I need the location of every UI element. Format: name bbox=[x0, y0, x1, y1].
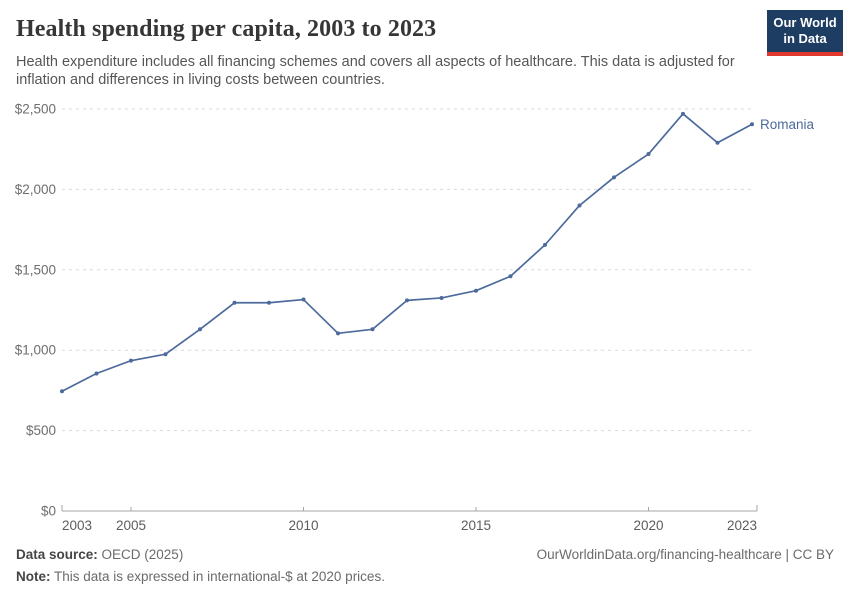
data-point[interactable] bbox=[681, 111, 685, 116]
note-label: Note: bbox=[16, 569, 51, 584]
data-point[interactable] bbox=[508, 274, 513, 279]
data-point[interactable] bbox=[370, 327, 375, 332]
x-axis-tick-label: 2020 bbox=[633, 518, 663, 533]
y-axis-tick-label: $2,500 bbox=[15, 102, 56, 117]
data-point[interactable] bbox=[405, 298, 409, 303]
data-point[interactable] bbox=[232, 300, 237, 305]
data-point[interactable] bbox=[750, 122, 754, 127]
citation-link: OurWorldinData.org/financing-healthcare … bbox=[536, 547, 834, 562]
y-axis-tick-label: $1,000 bbox=[15, 343, 56, 358]
chart-subtitle: Health expenditure includes all financin… bbox=[16, 54, 735, 89]
data-point[interactable] bbox=[301, 297, 306, 302]
data-point[interactable] bbox=[646, 152, 651, 157]
data-point[interactable] bbox=[267, 300, 271, 305]
data-point[interactable] bbox=[198, 327, 202, 332]
chart-note: Note: This data is expressed in internat… bbox=[16, 569, 385, 584]
data-point[interactable] bbox=[60, 389, 64, 394]
data-source-value: OECD (2025) bbox=[97, 547, 184, 562]
x-axis-tick-label: 2005 bbox=[116, 518, 146, 533]
data-point[interactable] bbox=[336, 331, 340, 336]
data-point[interactable] bbox=[163, 352, 168, 357]
data-point[interactable] bbox=[94, 371, 99, 376]
owid-logo: Our World in Data bbox=[767, 10, 843, 56]
x-axis-tick-label: 2010 bbox=[288, 518, 318, 533]
owid-logo-line1: Our World bbox=[773, 15, 837, 30]
data-point[interactable] bbox=[577, 203, 582, 208]
data-point[interactable] bbox=[543, 242, 547, 247]
data-source-text: Data source: OECD (2025) bbox=[16, 547, 183, 562]
y-axis-tick-label: $2,000 bbox=[15, 182, 56, 197]
data-point[interactable] bbox=[129, 358, 133, 363]
data-source-label: Data source: bbox=[16, 547, 98, 562]
x-axis-tick-label: 2023 bbox=[727, 518, 757, 533]
x-axis-tick-label: 2003 bbox=[62, 518, 92, 533]
owid-logo-line2: in Data bbox=[783, 31, 827, 47]
x-axis-tick-label: 2015 bbox=[461, 518, 491, 533]
y-axis-tick-label: $500 bbox=[26, 423, 56, 438]
page-title: Health spending per capita, 2003 to 2023 bbox=[16, 16, 437, 42]
y-axis-tick-label: $1,500 bbox=[15, 262, 56, 277]
series-label[interactable]: Romania bbox=[760, 117, 815, 132]
chart-footer: Data source: OECD (2025) OurWorldinData.… bbox=[16, 547, 834, 562]
data-point[interactable] bbox=[715, 140, 720, 145]
data-point[interactable] bbox=[612, 175, 616, 180]
y-axis-tick-label: $0 bbox=[41, 504, 56, 519]
note-value: This data is expressed in international-… bbox=[50, 569, 385, 584]
data-point[interactable] bbox=[474, 288, 478, 293]
data-point[interactable] bbox=[439, 295, 444, 300]
